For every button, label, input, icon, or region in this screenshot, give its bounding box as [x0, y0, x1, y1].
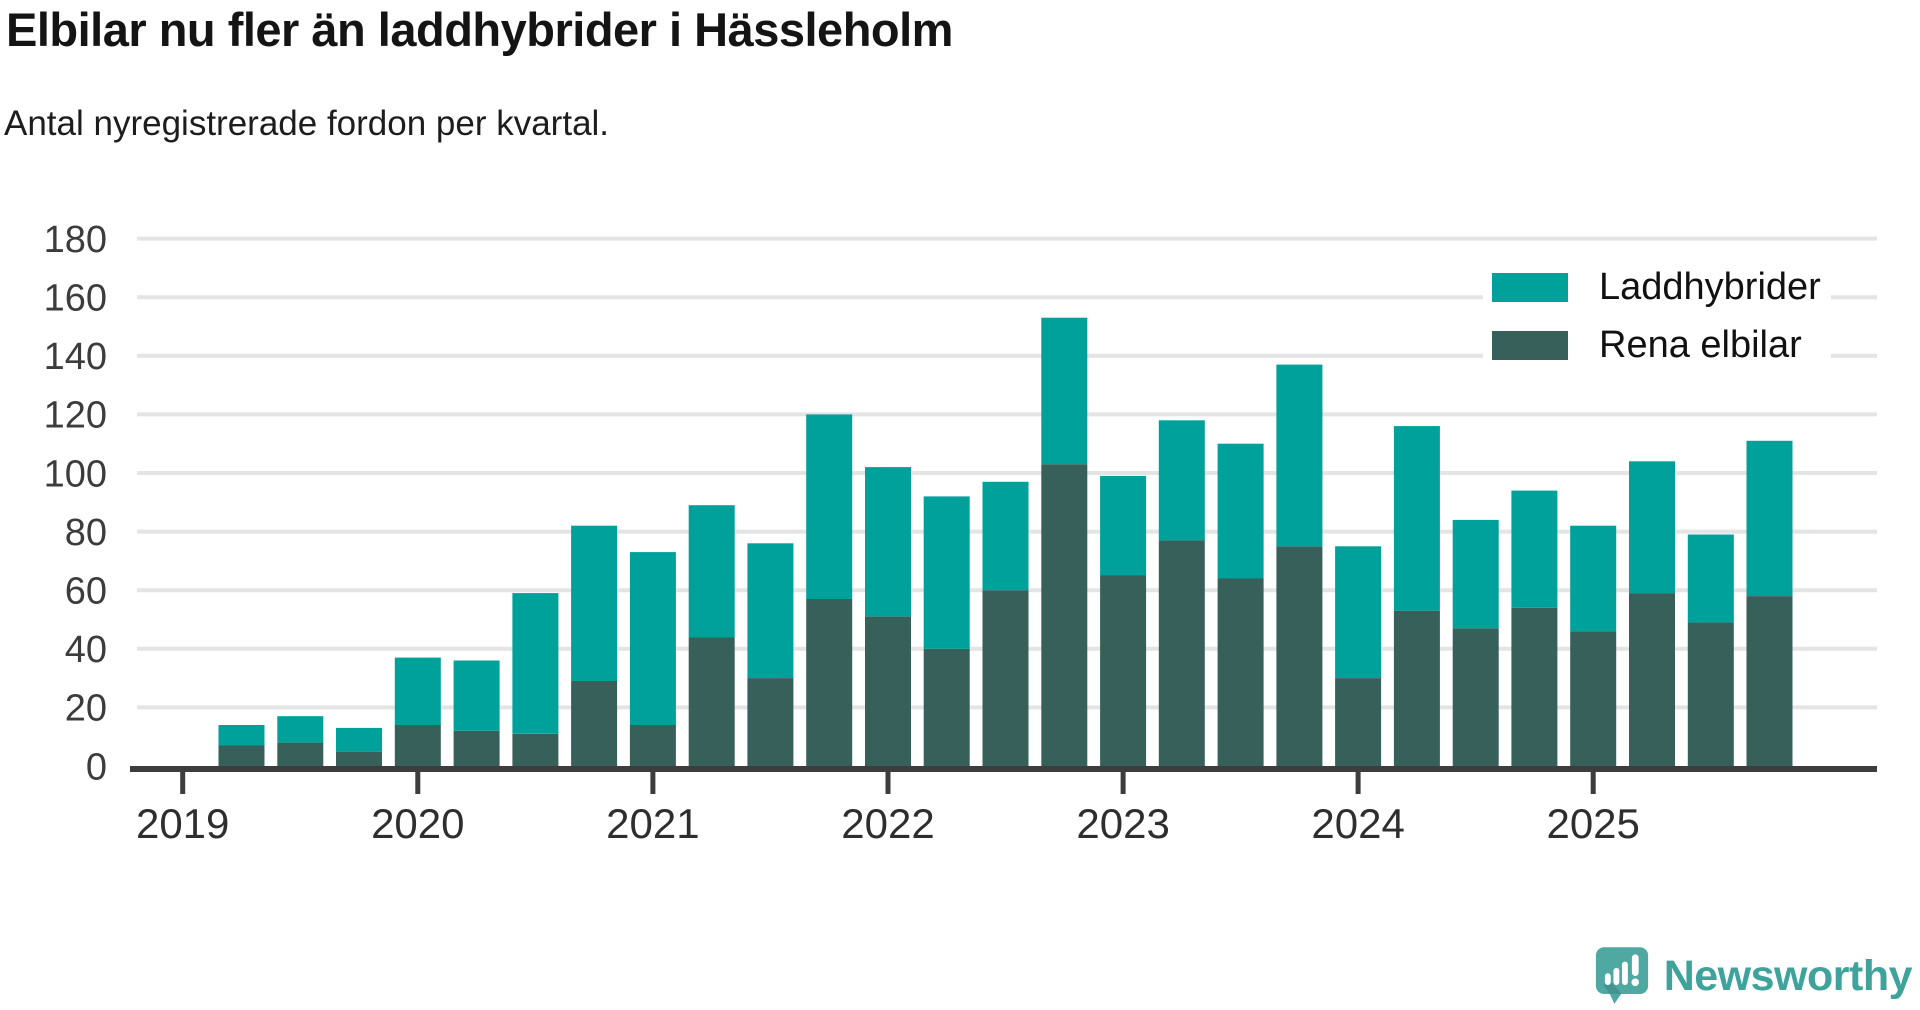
bar-segment: 2021 Q2 – Rena elbilar: 44	[688, 637, 735, 766]
bar-segment: 2022 Q1 – Laddhybrider: 51	[865, 467, 911, 617]
newsworthy-logo[interactable]: Newsworthy	[1595, 946, 1913, 1006]
bar-segment: 2025 Q1 – Laddhybrider: 36	[1570, 525, 1617, 632]
legend-item-rena-elbilar: Rena elbilar	[1492, 326, 1821, 364]
newsworthy-logo-mark	[1595, 947, 1648, 1004]
x-tick	[1355, 772, 1361, 794]
bar-segment: 2023 Q4 – Rena elbilar: 75	[1276, 546, 1323, 767]
bar-segment: 2022 Q2 – Laddhybrider: 52	[923, 496, 970, 649]
bar-segment: 2024 Q1 – Laddhybrider: 45	[1335, 546, 1382, 679]
bar-segment: 2021 Q1 – Laddhybrider: 59	[629, 552, 676, 725]
legend-label-rena-elbilar: Rena elbilar	[1599, 324, 1802, 366]
y-tick-label: 140	[44, 336, 107, 378]
y-tick-label: 120	[44, 395, 107, 437]
bar-segment: 2024 Q1 – Rena elbilar: 30	[1335, 678, 1382, 766]
x-tick-label: 2024	[1311, 800, 1404, 847]
bar-segment: 2020 Q3 – Laddhybrider: 48	[512, 593, 559, 734]
bar-segment: 2023 Q2 – Rena elbilar: 77	[1158, 540, 1205, 766]
y-tick-label: 80	[65, 512, 107, 554]
bar-segment: 2025 Q2 – Laddhybrider: 45	[1629, 461, 1675, 594]
bar-segment: 2023 Q1 – Laddhybrider: 34	[1100, 475, 1147, 576]
bar-segment: 2021 Q3 – Rena elbilar: 30	[747, 678, 794, 766]
legend-swatch-rena-elbilar	[1492, 330, 1568, 360]
bar-segment: 2020 Q1 – Laddhybrider: 23	[394, 657, 441, 725]
chart-title: Elbilar nu fler än laddhybrider i Hässle…	[6, 3, 953, 56]
x-tick	[415, 772, 421, 794]
bar-segment: 2019 Q4 – Laddhybrider: 8	[336, 727, 382, 752]
x-tick	[1120, 772, 1126, 794]
bar-segment: 2022 Q1 – Rena elbilar: 51	[865, 616, 911, 766]
bar-segment: 2025 Q4 – Laddhybrider: 53	[1746, 440, 1793, 597]
x-axis-line	[130, 766, 1877, 772]
x-tick	[650, 772, 656, 794]
y-tick-label: 60	[65, 571, 107, 613]
bar-segment: 2019 Q2 – Laddhybrider: 7	[218, 725, 265, 746]
bar-segment: 2021 Q2 – Laddhybrider: 45	[688, 505, 735, 637]
bar-segment: 2023 Q1 – Rena elbilar: 65	[1100, 575, 1147, 766]
y-tick-label: 100	[44, 453, 107, 495]
x-tick	[1590, 772, 1596, 794]
bar-segment: 2025 Q4 – Rena elbilar: 58	[1746, 596, 1793, 766]
bar-segment: 2025 Q2 – Rena elbilar: 59	[1629, 593, 1675, 766]
bar-segment: 2023 Q2 – Laddhybrider: 41	[1158, 420, 1205, 541]
bar-segment: 2021 Q3 – Laddhybrider: 46	[747, 543, 794, 679]
x-tick	[180, 772, 186, 794]
bar-segment: 2020 Q4 – Rena elbilar: 29	[571, 681, 618, 766]
x-tick	[885, 772, 891, 794]
bar-segment: 2022 Q3 – Laddhybrider: 37	[982, 481, 1029, 591]
newsworthy-logo-text: Newsworthy	[1663, 951, 1913, 1000]
bar-segment: 2019 Q3 – Rena elbilar: 8	[277, 742, 324, 766]
x-tick-label: 2021	[606, 800, 699, 847]
bar-segment: 2022 Q4 – Rena elbilar: 103	[1041, 464, 1088, 766]
x-tick-label: 2022	[841, 800, 934, 847]
bar-segment: 2024 Q4 – Laddhybrider: 40	[1511, 490, 1558, 608]
bar-segment: 2020 Q1 – Rena elbilar: 14	[394, 725, 441, 766]
bar-segment: 2024 Q4 – Rena elbilar: 54	[1511, 607, 1558, 766]
bar-segment: 2020 Q2 – Rena elbilar: 12	[453, 730, 500, 766]
bar-segment: 2019 Q2 – Rena elbilar: 7	[218, 745, 265, 766]
x-tick-label: 2019	[136, 800, 229, 847]
legend: Laddhybrider Rena elbilar	[1483, 262, 1831, 370]
bar-segment: 2023 Q3 – Laddhybrider: 46	[1217, 443, 1264, 579]
x-tick-label: 2023	[1076, 800, 1169, 847]
bar-segment: 2022 Q2 – Rena elbilar: 40	[923, 648, 970, 766]
bar-segment: 2020 Q2 – Laddhybrider: 24	[453, 660, 500, 731]
bar-segment: 2023 Q3 – Rena elbilar: 64	[1217, 578, 1264, 766]
bar-segment: 2019 Q4 – Rena elbilar: 5	[336, 751, 382, 767]
legend-label-laddhybrider: Laddhybrider	[1599, 266, 1821, 308]
chart-subtitle: Antal nyregistrerade fordon per kvartal.	[4, 104, 610, 143]
bar-segment: 2024 Q2 – Rena elbilar: 53	[1393, 610, 1440, 766]
bar-segment: 2019 Q3 – Laddhybrider: 9	[277, 716, 324, 743]
bar-segment: 2024 Q2 – Laddhybrider: 63	[1393, 426, 1440, 611]
bar-segment: 2020 Q4 – Laddhybrider: 53	[571, 525, 618, 681]
bar-segment: 2025 Q1 – Rena elbilar: 46	[1570, 631, 1617, 766]
bar-segment: 2024 Q3 – Rena elbilar: 47	[1452, 628, 1499, 766]
bar-segment: 2021 Q1 – Rena elbilar: 14	[629, 725, 676, 766]
x-tick-label: 2025	[1546, 800, 1639, 847]
bar-segment: 2025 Q3 – Laddhybrider: 30	[1687, 534, 1734, 623]
bar-segment: 2020 Q3 – Rena elbilar: 11	[512, 733, 559, 766]
y-tick-label: 160	[44, 278, 107, 320]
y-tick-label: 40	[65, 629, 107, 671]
bar-segment: 2025 Q3 – Rena elbilar: 49	[1687, 622, 1734, 766]
y-tick-label: 20	[65, 688, 107, 730]
bar-segment: 2022 Q3 – Rena elbilar: 60	[982, 590, 1029, 766]
bar-segment: 2021 Q4 – Rena elbilar: 57	[806, 599, 853, 766]
y-tick-label: 180	[44, 219, 107, 261]
bar-segment: 2022 Q4 – Laddhybrider: 50	[1041, 317, 1088, 465]
y-tick-label: 0	[86, 746, 107, 788]
bar-segment: 2021 Q4 – Laddhybrider: 63	[806, 414, 853, 599]
bar-segment: 2023 Q4 – Laddhybrider: 62	[1276, 364, 1323, 547]
bar-segment: 2024 Q3 – Laddhybrider: 37	[1452, 519, 1499, 629]
x-tick-label: 2020	[371, 800, 464, 847]
legend-item-laddhybrider: Laddhybrider	[1492, 268, 1821, 306]
legend-swatch-laddhybrider	[1492, 272, 1568, 302]
